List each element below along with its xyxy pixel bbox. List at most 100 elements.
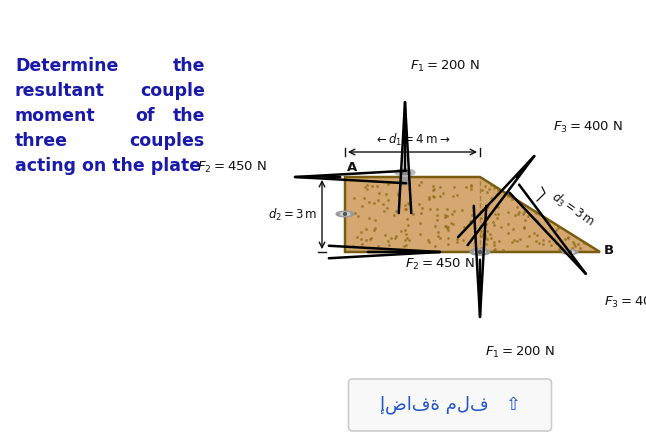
Point [350, 210, 360, 217]
Point [488, 247, 499, 254]
Point [428, 186, 438, 194]
Text: $F_3 = 400\ \mathrm{N}$: $F_3 = 400\ \mathrm{N}$ [554, 120, 623, 135]
Text: resultant: resultant [15, 82, 105, 100]
Point [379, 207, 389, 215]
Point [481, 240, 491, 247]
Point [476, 233, 486, 240]
Point [435, 235, 446, 242]
Point [477, 186, 487, 194]
Point [512, 238, 523, 245]
Point [361, 225, 371, 232]
Ellipse shape [562, 249, 578, 254]
Point [443, 240, 453, 248]
Point [352, 233, 362, 240]
Point [415, 231, 425, 238]
Point [356, 228, 366, 236]
Point [498, 247, 508, 254]
Point [393, 190, 404, 197]
Text: acting on the plate: acting on the plate [15, 157, 201, 175]
Point [353, 212, 363, 219]
Point [349, 195, 359, 202]
Point [523, 213, 534, 220]
Text: $F_3 = 400\ \mathrm{N}$: $F_3 = 400\ \mathrm{N}$ [604, 295, 646, 310]
Point [346, 210, 356, 217]
Point [532, 232, 542, 239]
Point [428, 186, 439, 193]
Point [399, 226, 410, 233]
Text: of: of [135, 107, 154, 125]
Point [415, 219, 425, 226]
Point [357, 241, 367, 248]
Point [399, 236, 410, 244]
Point [452, 238, 463, 245]
Point [503, 230, 514, 237]
Point [496, 223, 506, 230]
Point [364, 198, 374, 206]
Point [518, 210, 528, 217]
Point [432, 212, 443, 219]
Circle shape [344, 213, 346, 215]
Point [424, 193, 435, 200]
Point [531, 209, 541, 216]
Text: the: the [172, 57, 205, 75]
Point [461, 183, 471, 190]
Point [481, 228, 492, 235]
Point [563, 234, 573, 241]
Point [480, 182, 490, 189]
Point [401, 205, 411, 212]
Point [404, 201, 415, 208]
Point [548, 236, 559, 243]
Point [459, 224, 469, 231]
Text: Determine: Determine [15, 57, 118, 75]
Point [513, 211, 523, 218]
Point [543, 237, 554, 245]
Point [449, 184, 459, 191]
Point [490, 245, 500, 253]
Point [467, 211, 477, 219]
Point [402, 234, 412, 241]
Point [532, 217, 543, 224]
Point [440, 213, 450, 220]
Bar [402, 171, 408, 184]
Point [348, 243, 358, 250]
Text: $F_1 = 200\ \mathrm{N}$: $F_1 = 200\ \mathrm{N}$ [485, 345, 555, 360]
Point [404, 236, 414, 244]
Point [529, 230, 539, 237]
Point [373, 196, 384, 203]
Point [466, 185, 476, 192]
Point [442, 225, 452, 232]
Point [401, 231, 411, 238]
Text: $d_2 = 3\,\mathrm{m}$: $d_2 = 3\,\mathrm{m}$ [267, 207, 317, 223]
Point [575, 245, 585, 252]
Point [478, 230, 488, 237]
Point [465, 218, 475, 225]
Text: A: A [347, 161, 357, 174]
Point [425, 206, 435, 213]
Point [507, 238, 517, 245]
Point [417, 205, 428, 212]
Point [448, 221, 458, 228]
Point [393, 191, 403, 198]
Point [370, 216, 380, 224]
Text: $F_2 = 450\ \mathrm{N}$: $F_2 = 450\ \mathrm{N}$ [405, 257, 475, 272]
Point [432, 228, 443, 236]
Point [485, 230, 495, 237]
Point [475, 228, 486, 235]
Point [522, 242, 532, 249]
Point [391, 232, 402, 240]
Point [408, 211, 418, 218]
Point [494, 237, 504, 245]
Point [509, 237, 519, 244]
Ellipse shape [566, 251, 574, 253]
Point [482, 188, 492, 195]
Point [367, 183, 377, 190]
Point [442, 206, 452, 213]
Point [366, 234, 376, 241]
Point [423, 236, 433, 244]
Point [563, 233, 574, 240]
Point [543, 217, 554, 224]
Point [395, 180, 406, 187]
Text: إضافة ملف   ⇧: إضافة ملف ⇧ [379, 396, 521, 414]
Point [492, 186, 503, 194]
Point [466, 181, 476, 189]
